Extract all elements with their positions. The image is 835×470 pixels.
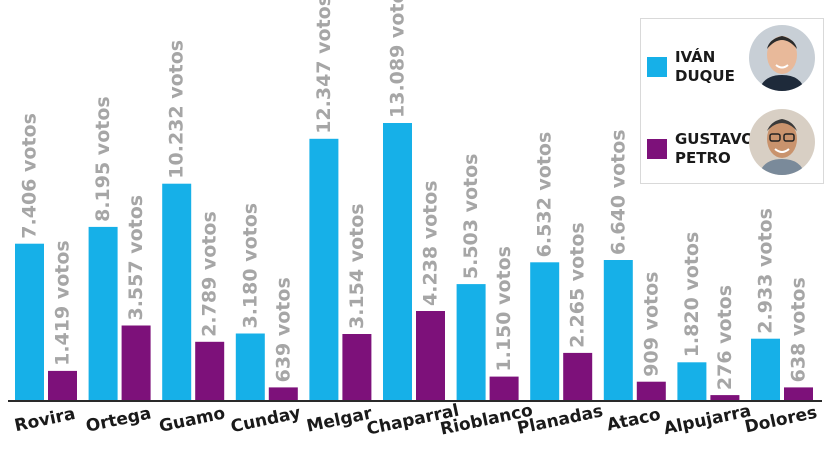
value-label-gustavo-petro-dolores: 638 votos <box>788 277 810 382</box>
value-label-gustavo-petro-ataco: 909 votos <box>640 272 662 377</box>
category-label-ortega: Ortega <box>84 403 153 436</box>
value-label-ivan-duque-rovira: 7.406 votos <box>19 113 41 239</box>
bar-ivan-duque-chaparral <box>383 123 412 401</box>
candidate-photo-duque <box>749 25 815 91</box>
bar-gustavo-petro-cunday <box>268 387 298 401</box>
bar-ivan-duque-rovira <box>15 243 44 401</box>
legend-label-petro-line1: GUSTAVO <box>675 130 755 148</box>
legend-label-petro-line2: PETRO <box>675 149 731 167</box>
bar-ivan-duque-dolores <box>751 338 780 401</box>
bar-gustavo-petro-ataco <box>636 381 666 401</box>
bar-ivan-duque-melgar <box>309 138 339 402</box>
legend-swatch-duque <box>647 57 667 77</box>
value-label-gustavo-petro-cunday: 639 votos <box>272 277 294 382</box>
bar-gustavo-petro-dolores <box>784 387 813 401</box>
bar-ivan-duque-alpujarra <box>677 362 707 401</box>
legend-label-duque-line1: IVÁN <box>675 48 716 66</box>
value-label-gustavo-petro-rovira: 1.419 votos <box>52 240 74 366</box>
category-labels-layer: Rovira Ortega Guamo Cunday MelgarChaparralRi… <box>13 401 819 440</box>
category-label-rovira: Rovira <box>13 404 77 436</box>
value-label-gustavo-petro-chaparral: 4.238 votos <box>420 180 442 306</box>
value-label-ivan-duque-planadas: 6.532 votos <box>534 132 556 258</box>
category-label-ataco: Ataco <box>605 405 662 436</box>
legend-item-petro: GUSTAVO PETRO <box>647 127 755 171</box>
bar-ivan-duque-planadas <box>530 262 560 401</box>
value-label-gustavo-petro-rioblanco: 1.150 votos <box>493 246 515 372</box>
value-label-ivan-duque-guamo: 10.232 votos <box>166 40 188 179</box>
bar-gustavo-petro-rovira <box>48 370 77 401</box>
value-label-ivan-duque-ataco: 6.640 votos <box>607 129 629 255</box>
category-label-dolores: Dolores <box>743 403 819 438</box>
value-label-gustavo-petro-melgar: 3.154 votos <box>346 203 368 329</box>
legend-label-petro: GUSTAVO PETRO <box>675 130 755 168</box>
value-label-ivan-duque-melgar: 12.347 votos <box>313 0 335 134</box>
bar-ivan-duque-cunday <box>235 333 265 401</box>
legend: IVÁN DUQUE GUSTAVO PETRO <box>640 18 824 184</box>
bar-gustavo-petro-planadas <box>563 352 593 401</box>
bar-gustavo-petro-chaparral <box>416 311 445 401</box>
category-label-alpujarra: Alpujarra <box>662 401 753 439</box>
legend-label-duque-line2: DUQUE <box>675 67 735 85</box>
legend-label-duque: IVÁN DUQUE <box>675 48 755 86</box>
value-label-ivan-duque-cunday: 3.180 votos <box>239 203 261 329</box>
value-label-gustavo-petro-guamo: 2.789 votos <box>199 211 221 337</box>
bar-ivan-duque-ortega <box>88 226 118 401</box>
bar-gustavo-petro-rioblanco <box>489 376 519 401</box>
bar-gustavo-petro-alpujarra <box>710 395 740 401</box>
bar-gustavo-petro-melgar <box>342 334 372 401</box>
value-label-ivan-duque-ortega: 8.195 votos <box>92 96 114 222</box>
legend-item-duque: IVÁN DUQUE <box>647 45 755 89</box>
bar-ivan-duque-guamo <box>162 183 192 401</box>
bar-gustavo-petro-ortega <box>121 325 151 401</box>
value-label-gustavo-petro-ortega: 3.557 votos <box>125 195 147 321</box>
value-label-ivan-duque-rioblanco: 5.503 votos <box>460 153 482 279</box>
value-label-ivan-duque-chaparral: 13.089 votos <box>387 0 409 118</box>
bar-ivan-duque-rioblanco <box>456 284 486 401</box>
category-label-guamo: Guamo <box>157 403 227 436</box>
value-labels-layer: 7.406 votos 1.419 votos 8.195 votos 3.557 v… <box>19 0 810 390</box>
value-label-gustavo-petro-planadas: 2.265 votos <box>567 222 589 348</box>
candidate-photo-petro <box>749 109 815 175</box>
bar-gustavo-petro-guamo <box>195 341 225 401</box>
bars-layer <box>15 123 813 402</box>
bar-ivan-duque-ataco <box>603 260 633 401</box>
value-label-ivan-duque-dolores: 2.933 votos <box>755 208 777 334</box>
category-label-cunday: Cunday <box>229 403 302 437</box>
value-label-gustavo-petro-alpujarra: 276 votos <box>714 285 736 390</box>
value-label-ivan-duque-alpujarra: 1.820 votos <box>681 232 703 358</box>
legend-swatch-petro <box>647 139 667 159</box>
